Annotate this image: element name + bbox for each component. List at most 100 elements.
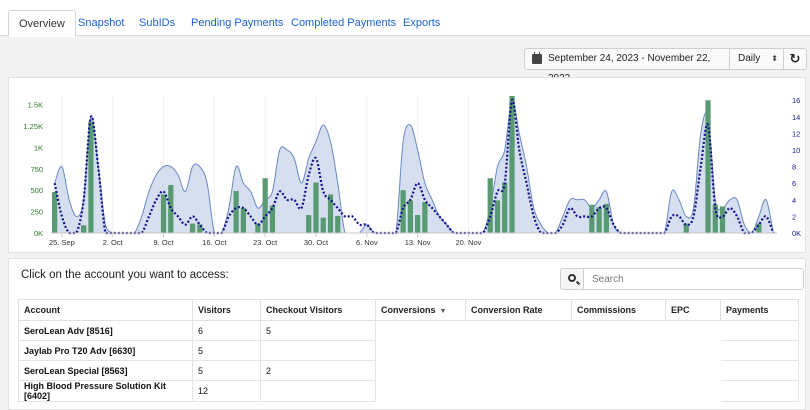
date-range-picker[interactable]: September 24, 2023 - November 22, 2023 xyxy=(524,48,730,84)
tab-subids[interactable]: SubIDs xyxy=(139,17,176,29)
bar xyxy=(712,204,718,233)
col-account[interactable]: Account xyxy=(18,299,193,321)
chart-toolbar: September 24, 2023 - November 22, 2023 D… xyxy=(0,48,810,84)
bar xyxy=(306,215,312,233)
y-axis-right-tick: 8 xyxy=(792,163,796,172)
search-input[interactable] xyxy=(583,268,804,290)
account-name[interactable]: High Blood Pressure Solution Kit [6402] xyxy=(18,380,193,402)
tab-overview[interactable]: Overview xyxy=(8,10,76,37)
bar xyxy=(494,200,501,233)
tab-exports[interactable]: Exports xyxy=(403,17,441,29)
y-axis-left-tick: 750 xyxy=(30,165,43,174)
checkout-cell xyxy=(260,340,376,361)
accounts-table: Account Visitors Checkout Visitors Conve… xyxy=(18,299,799,402)
bar xyxy=(589,204,595,233)
bar xyxy=(502,182,508,233)
table-header-row: Account Visitors Checkout Visitors Conve… xyxy=(18,299,799,321)
y-axis-right-tick: 14 xyxy=(792,113,800,122)
bar xyxy=(415,215,421,233)
search-button[interactable] xyxy=(560,268,584,290)
col-conversions-label: Conversions xyxy=(381,305,436,315)
y-axis-left-tick: 1.25K xyxy=(23,122,43,131)
bar xyxy=(705,100,711,233)
x-axis-tick: 2. Oct xyxy=(103,238,124,247)
x-axis-tick: 16. Oct xyxy=(202,238,227,247)
table-row[interactable]: SeroLean Adv [8516] 6 5 xyxy=(18,320,799,341)
bar xyxy=(487,178,493,233)
col-commissions[interactable]: Commissions xyxy=(571,299,666,321)
accounts-panel: Click on the account you want to access:… xyxy=(8,258,806,410)
tab-snapshot[interactable]: Snapshot xyxy=(78,17,125,29)
x-axis-tick: 9. Oct xyxy=(154,238,175,247)
bar xyxy=(88,121,94,233)
col-visitors[interactable]: Visitors xyxy=(192,299,261,321)
y-axis-right-tick: 16 xyxy=(792,96,800,105)
period-label: Daily xyxy=(738,53,761,64)
sort-desc-icon: ▼ xyxy=(439,308,447,315)
tab-pending-payments[interactable]: Pending Payments xyxy=(191,17,284,29)
col-payments[interactable]: Payments xyxy=(720,299,799,321)
bar xyxy=(422,202,428,233)
y-axis-left-tick: 500 xyxy=(30,186,43,195)
period-select[interactable]: Daily ⬍ xyxy=(729,48,784,70)
bar xyxy=(596,207,602,233)
table-row[interactable]: SeroLean Special [8563] 5 2 xyxy=(18,360,799,381)
y-axis-left-tick: 250 xyxy=(30,208,43,217)
account-name[interactable]: Jaylab Pro T20 Adv [6630] xyxy=(18,340,193,361)
visitors-cell: 12 xyxy=(192,380,261,402)
refresh-icon: ↻ xyxy=(789,51,801,66)
bar xyxy=(335,215,341,233)
y-axis-right-tick: 12 xyxy=(792,129,800,138)
col-conversion-rate[interactable]: Conversion Rate xyxy=(465,299,572,321)
bar xyxy=(189,223,196,233)
search-icon xyxy=(568,274,576,282)
bar xyxy=(509,96,515,233)
chart-panel: 0K 250 500 750 1K 1.25K 1.5K 0K 2 4 6 8 10 12 14 16 25. … xyxy=(8,77,806,253)
y-axis-right-tick: 6 xyxy=(792,179,796,188)
search-group xyxy=(560,268,804,290)
x-axis-tick: 6. Nov xyxy=(356,238,378,247)
x-axis-tick: 20. Nov xyxy=(456,238,482,247)
accounts-prompt: Click on the account you want to access: xyxy=(21,269,229,281)
bar xyxy=(269,205,276,233)
calendar-icon xyxy=(532,52,542,64)
col-epc[interactable]: EPC xyxy=(665,299,721,321)
bar xyxy=(255,223,261,233)
refresh-button[interactable]: ↻ xyxy=(783,48,807,70)
bar xyxy=(197,224,203,233)
visitors-cell: 5 xyxy=(192,340,261,361)
stats-chart: 0K 250 500 750 1K 1.25K 1.5K 0K 2 4 6 8 10 12 14 16 25. … xyxy=(23,96,801,247)
bar xyxy=(719,206,726,233)
bar xyxy=(683,223,689,233)
bar xyxy=(320,217,326,233)
table-row[interactable]: Jaylab Pro T20 Adv [6630] 5 xyxy=(18,340,799,361)
visitors-cell: 5 xyxy=(192,360,261,381)
tab-completed-payments[interactable]: Completed Payments xyxy=(291,17,397,29)
y-axis-left-tick: 1K xyxy=(34,143,43,152)
y-axis-left-tick: 0K xyxy=(34,229,43,238)
select-arrows-icon: ⬍ xyxy=(771,54,778,63)
bar xyxy=(160,194,167,233)
y-axis-right-tick: 4 xyxy=(792,196,796,205)
table-row[interactable]: High Blood Pressure Solution Kit [6402] … xyxy=(18,380,799,402)
col-checkout-visitors[interactable]: Checkout Visitors xyxy=(260,299,376,321)
checkout-cell xyxy=(260,380,376,402)
y-axis-left-tick: 1.5K xyxy=(28,101,43,110)
account-name[interactable]: SeroLean Adv [8516] xyxy=(18,320,193,341)
checkout-cell: 2 xyxy=(260,360,376,381)
bar xyxy=(262,178,268,233)
bar xyxy=(168,185,174,233)
bar xyxy=(756,223,762,233)
account-name[interactable]: SeroLean Special [8563] xyxy=(18,360,193,381)
y-axis-right-tick: 0K xyxy=(792,229,801,238)
y-axis-right-tick: 2 xyxy=(792,212,796,221)
col-conversions[interactable]: Conversions ▼ xyxy=(375,299,466,321)
checkout-cell: 5 xyxy=(260,320,376,341)
bar xyxy=(407,200,413,233)
x-axis-tick: 23. Oct xyxy=(253,238,278,247)
dotted-series-line xyxy=(53,99,775,235)
bar xyxy=(313,182,319,233)
visitors-cell: 6 xyxy=(192,320,261,341)
x-axis-tick: 30. Oct xyxy=(304,238,329,247)
bar xyxy=(327,194,334,233)
